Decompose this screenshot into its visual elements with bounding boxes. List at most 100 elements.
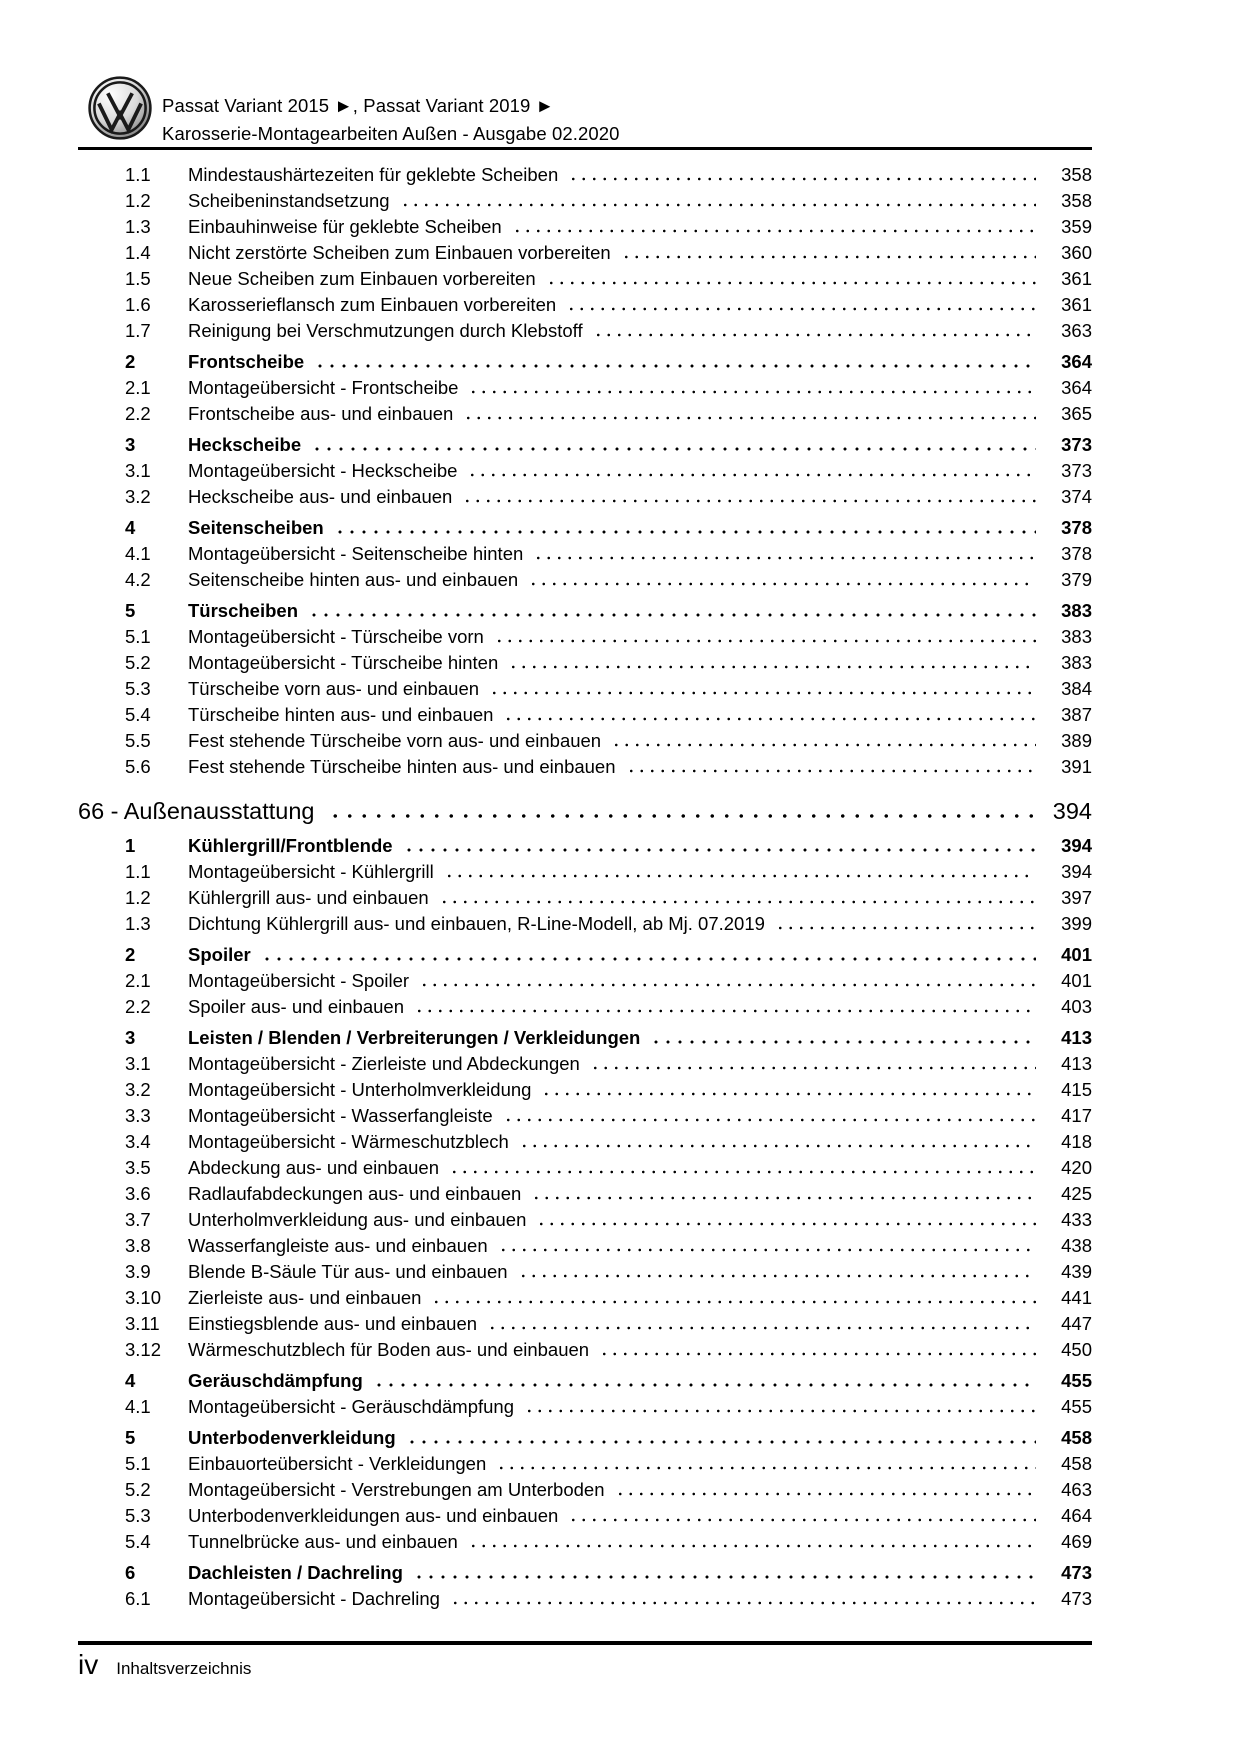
toc-entry-title: Fest stehende Türscheibe hinten aus- und… [188,756,616,777]
toc-entry-title: Geräuschdämpfung [188,1370,363,1391]
toc-entry: 1.3 Einbauhinweise für geklebte Scheiben 3… [78,214,1092,240]
toc-entry-number: 3.11 [125,1313,160,1334]
toc-entry-page: 384 [1061,678,1092,699]
toc-entry-number: 4 [125,517,136,538]
toc-entry: 3.8 Wasserfangleiste aus- und einbauen 438 [78,1233,1092,1259]
footer-page-number: iv [78,1649,99,1680]
toc-entry-title: Spoiler [188,944,251,965]
toc-list: 1.1 Mindestaushärtezeiten für geklebte Sc… [78,162,1092,1612]
toc-entry-page: 401 [1061,944,1092,965]
toc-leader-dots [533,556,1036,560]
toc-leader-dots [592,333,1036,337]
toc-entry-page: 387 [1061,704,1092,725]
toc-leader-dots [402,848,1036,852]
toc-entry-number: 4 [125,1370,136,1391]
toc-leader-dots [438,900,1036,904]
toc-entry-number: 5 [125,1427,136,1448]
header-title-line1: Passat Variant 2015 ►, Passat Variant 20… [162,95,555,116]
toc-entry-number: 1.2 [125,190,151,211]
footer-divider [78,1641,1092,1645]
toc-entry-number: 3.4 [125,1131,151,1152]
toc-entry-title: Seitenscheibe hinten aus- und einbauen [188,569,519,590]
toc-entry-title: Montageübersicht - Heckscheibe [188,460,458,481]
toc-leader-dots [620,255,1036,259]
toc-entry-title: Türscheibe hinten aus- und einbauen [188,704,494,725]
toc-entry-title: Dichtung Kühlergrill aus- und einbauen, … [188,913,765,934]
toc-entry-number: 2 [125,944,136,965]
toc-entry: 6.1 Montageübersicht - Dachreling 473 [78,1586,1092,1612]
toc-entry-page: 441 [1061,1287,1092,1308]
toc-entry-page: 394 [1061,835,1092,856]
toc-leader-dots [528,582,1036,586]
toc-entry-number: 5.2 [125,652,151,673]
toc-entry: 5.1 Einbauorteübersicht - Verkleidungen 45… [78,1451,1092,1477]
toc-entry-title: Türscheiben [188,600,298,621]
toc-entry-title: Mindestaushärtezeiten für geklebte Schei… [188,164,559,185]
toc-entry: 3 Leisten / Blenden / Verbreiterungen / V… [78,1025,1092,1051]
toc-entry-title: Montageübersicht - Verstrebungen am Unte… [188,1479,605,1500]
toc-entry-number: 3.2 [125,486,151,507]
toc-entry: 1.2 Scheibeninstandsetzung 358 [78,188,1092,214]
toc-entry-title: Montageübersicht - Seitenscheibe hinten [188,543,524,564]
toc-entry-title: Reinigung bei Verschmutzungen durch Kleb… [188,320,583,341]
toc-entry-page: 383 [1061,600,1092,621]
toc-entry-number: 1.3 [125,216,151,237]
header-divider [78,147,1092,150]
toc-entry-title: Wärmeschutzblech für Boden aus- und einb… [188,1339,590,1360]
toc-entry-number: 1.2 [125,887,151,908]
toc-entry-number: 2.2 [125,403,151,424]
toc-entry-title: Frontscheibe aus- und einbauen [188,403,454,424]
toc-entry: 3.3 Montageübersicht - Wasserfangleiste 41… [78,1103,1092,1129]
toc-entry-page: 389 [1061,730,1092,751]
toc-entry-title: Montageübersicht - Wasserfangleiste [188,1105,493,1126]
toc-entry-title: Zierleiste aus- und einbauen [188,1287,422,1308]
toc-entry-number: 1.1 [125,861,151,882]
toc-entry: 4.2 Seitenscheibe hinten aus- und einbaue… [78,567,1092,593]
toc-leader-dots [497,1248,1036,1252]
toc-entry-title: Neue Scheiben zum Einbauen vorbereiten [188,268,536,289]
toc-entry: 2.1 Montageübersicht - Frontscheibe 364 [78,375,1092,401]
toc-entry-number: 4.1 [125,1396,151,1417]
toc-entry-title: Einstiegsblende aus- und einbauen [188,1313,478,1334]
toc-leader-dots [314,364,1036,368]
toc-entry-title: Montageübersicht - Türscheibe vorn [188,626,484,647]
toc-entry-number: 5.1 [125,626,151,647]
toc-entry-title: Heckscheibe aus- und einbauen [188,486,453,507]
toc-entry-title: Montageübersicht - Kühlergrill [188,861,434,882]
toc-entry: 5.4 Tunnelbrücke aus- und einbauen 469 [78,1529,1092,1555]
toc-entry: 5 Türscheiben 383 [78,598,1092,624]
toc-leader-dots [774,926,1036,930]
toc-leader-dots [333,530,1036,534]
toc-entry: 1.6 Karosserieflansch zum Einbauen vorber… [78,292,1092,318]
toc-entry-number: 3.3 [125,1105,151,1126]
toc-entry: 2.1 Montageübersicht - Spoiler 401 [78,968,1092,994]
toc-entry: 5.3 Türscheibe vorn aus- und einbauen 384 [78,676,1092,702]
toc-entry-page: 364 [1061,377,1092,398]
toc-leader-dots [449,1601,1036,1605]
toc-leader-dots [568,1518,1036,1522]
toc-entry-number: 3.9 [125,1261,151,1282]
toc-entry-page: 378 [1061,517,1092,538]
toc-entry-title: Unterbodenverkleidungen aus- und einbaue… [188,1505,559,1526]
toc-entry-number: 4.1 [125,543,151,564]
toc-entry-number: 5 [125,600,136,621]
toc-leader-dots [524,1409,1036,1413]
toc-entry-number: 1.3 [125,913,151,934]
toc-entry-title: Seitenscheiben [188,517,324,538]
toc-leader-dots [589,1066,1036,1070]
toc-entry-title: Montageübersicht - Frontscheibe [188,377,459,398]
toc-entry-page: 473 [1061,1562,1092,1583]
toc-entry: 1.1 Mindestaushärtezeiten für geklebte Sc… [78,162,1092,188]
toc-entry: 4.1 Montageübersicht - Geräuschdämpfung 45… [78,1394,1092,1420]
toc-entry: 5 Unterbodenverkleidung 458 [78,1425,1092,1451]
toc-entry-page: 394 [1061,861,1092,882]
toc-entry: 4.1 Montageübersicht - Seitenscheibe hint… [78,541,1092,567]
toc-entry-page: 473 [1061,1588,1092,1609]
toc-leader-dots [536,1222,1036,1226]
toc-leader-dots [502,1118,1036,1122]
toc-entry: 4 Seitenscheiben 378 [78,515,1092,541]
toc-entry-number: 5.5 [125,730,151,751]
toc-entry-number: 1.5 [125,268,151,289]
toc-entry-number: 3.10 [125,1287,162,1308]
